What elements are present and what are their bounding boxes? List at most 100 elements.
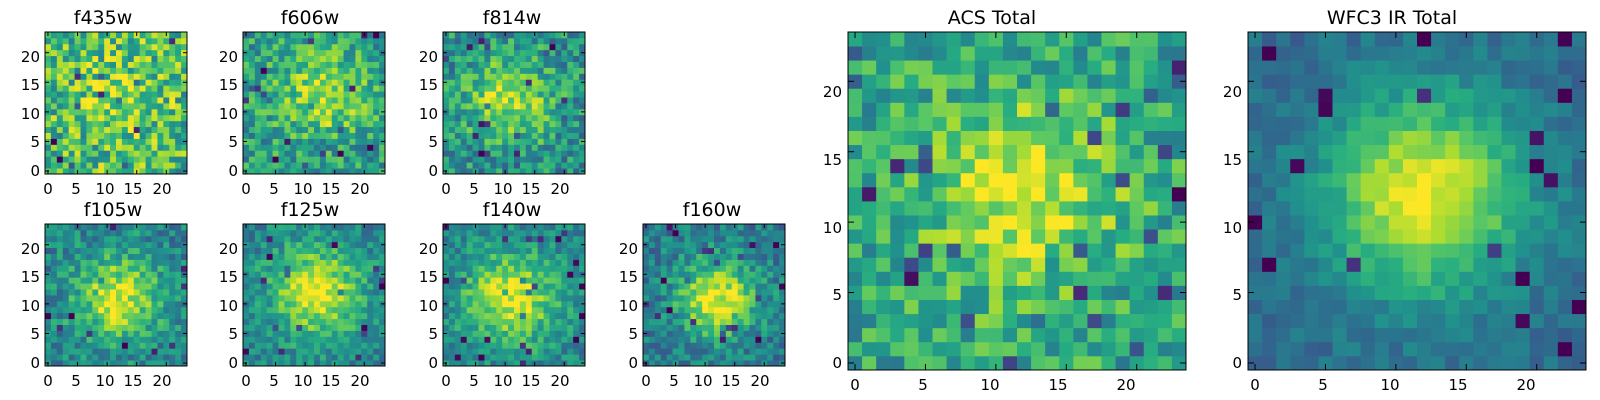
heatmap-cell — [367, 265, 374, 272]
heatmap-cell — [555, 300, 562, 308]
heatmap-cell — [266, 324, 273, 331]
heatmap-cell — [296, 43, 303, 51]
heatmap-cell — [243, 150, 250, 157]
heatmap-cell — [666, 306, 673, 314]
heatmap-cell — [496, 43, 503, 51]
heatmap-cell — [127, 330, 135, 337]
heatmap-cell — [325, 85, 333, 92]
heatmap-cell — [1115, 74, 1131, 89]
heatmap-cell — [169, 144, 176, 151]
heatmap-cell — [454, 224, 462, 231]
heatmap-cell — [443, 91, 450, 98]
heatmap-cell — [284, 61, 291, 68]
heatmap-cell — [139, 295, 146, 302]
heatmap-cell — [478, 306, 485, 314]
heatmap-cell — [460, 61, 468, 68]
heatmap-cell — [448, 126, 456, 133]
heatmap-cell — [104, 37, 111, 45]
heatmap-cell — [302, 61, 309, 68]
heatmap-cell — [290, 73, 297, 80]
heatmap-cell — [567, 271, 574, 278]
heatmap-cell — [1101, 229, 1116, 244]
heatmap-cell — [86, 265, 93, 272]
heatmap-cell — [56, 336, 64, 343]
heatmap-cell — [918, 341, 933, 357]
heatmap-cell — [448, 271, 456, 278]
heatmap-cell — [561, 67, 568, 74]
heatmap-cell — [573, 91, 580, 98]
heatmap-cell — [169, 318, 176, 325]
heatmap-cell — [478, 55, 485, 62]
heatmap-cell — [62, 336, 70, 343]
heatmap-cell — [127, 348, 135, 355]
heatmap-cell — [248, 120, 256, 128]
heatmap-cell — [755, 360, 762, 367]
heatmap-cell — [519, 224, 527, 231]
heatmap-cell — [1129, 74, 1145, 89]
heatmap-cell — [1017, 130, 1032, 146]
heatmap-cell — [1417, 313, 1432, 329]
heatmap-cell — [343, 156, 350, 163]
heatmap-cell — [549, 61, 556, 68]
heatmap-cell — [98, 295, 105, 302]
heatmap-cell — [537, 132, 544, 139]
heatmap-cell — [379, 265, 386, 272]
heatmap-cell — [121, 73, 129, 80]
heatmap-cell — [648, 277, 656, 284]
heatmap-cell — [448, 342, 456, 349]
heatmap-cell — [549, 73, 556, 80]
heatmap-cell — [349, 55, 356, 62]
heatmap-cell — [145, 312, 152, 320]
heatmap-cell — [1473, 313, 1488, 329]
heatmap-cell — [561, 91, 568, 98]
heatmap-cell — [666, 247, 673, 254]
heatmap-cell — [508, 306, 515, 314]
heatmap-cell — [314, 300, 321, 308]
heatmap-cell — [163, 306, 170, 314]
heatmap-cell — [243, 73, 250, 80]
heatmap-cell — [672, 300, 679, 308]
heatmap-cell — [98, 32, 105, 39]
heatmap-cell — [767, 336, 774, 343]
heatmap-cell — [260, 300, 268, 308]
heatmap-cell — [121, 354, 129, 361]
heatmap-cell — [454, 126, 462, 133]
heatmap-cell — [92, 265, 99, 272]
heatmap-cell — [157, 312, 164, 320]
heatmap-cell — [725, 360, 733, 367]
heatmap-cell — [116, 150, 123, 157]
heatmap-cell — [290, 354, 297, 361]
heatmap-cell — [466, 289, 473, 296]
heatmap-cell — [1501, 355, 1516, 371]
heatmap-cell — [946, 341, 962, 357]
heatmap-cell — [946, 355, 962, 371]
heatmap-cell — [567, 300, 574, 308]
x-tick-labels: 0 5 10 15 20 — [850, 376, 1135, 394]
heatmap-cell — [525, 97, 533, 104]
heatmap-cell — [1017, 327, 1032, 343]
heatmap-cell — [296, 120, 303, 128]
heatmap-cell — [932, 285, 947, 300]
heatmap-cell — [719, 330, 727, 337]
heatmap-cell — [932, 355, 947, 371]
heatmap-cell — [1143, 327, 1159, 343]
heatmap-cell — [175, 283, 182, 290]
heatmap-cell — [684, 259, 691, 266]
heatmap-cell — [163, 73, 170, 80]
heatmap-cell — [98, 97, 105, 104]
heatmap-cell — [175, 312, 182, 320]
heatmap-cell — [121, 126, 129, 133]
heatmap-cell — [56, 289, 64, 296]
heatmap-cell — [466, 67, 473, 74]
heatmap-cell — [648, 360, 656, 367]
heatmap-cell — [121, 108, 129, 116]
heatmap-cell — [319, 126, 327, 133]
heatmap-cell — [454, 150, 462, 157]
heatmap-cell — [454, 168, 462, 175]
heatmap-cell — [243, 126, 250, 133]
x-tick-label: 15 — [1048, 376, 1067, 394]
heatmap-cell — [243, 103, 250, 110]
heatmap-cell — [490, 97, 497, 104]
heatmap-cell — [45, 247, 52, 254]
heatmap-cell — [714, 318, 721, 325]
